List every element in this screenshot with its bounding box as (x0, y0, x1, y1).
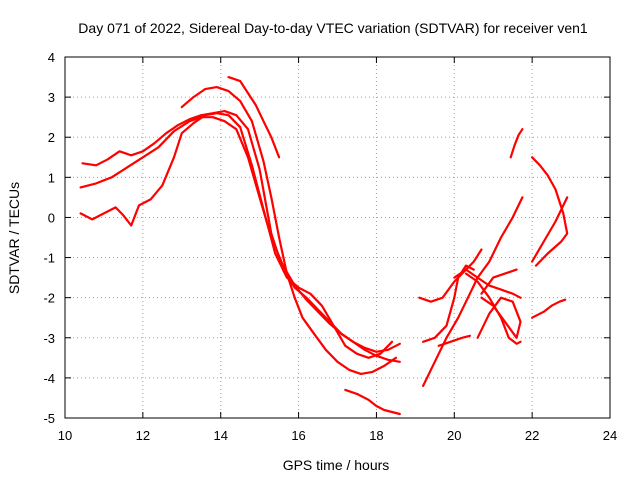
y-tick-label: -5 (43, 411, 55, 426)
series-s7 (418, 248, 483, 303)
y-axis-label: SDTVAR / TECUs (6, 182, 22, 294)
series-s17 (530, 196, 569, 263)
y-tick-label: 0 (48, 210, 55, 225)
y-tick-label: 1 (48, 170, 55, 185)
series-s15 (509, 128, 524, 159)
series-s9 (422, 264, 475, 343)
series-s6 (344, 388, 401, 416)
y-tick-label: -2 (43, 291, 55, 306)
x-tick-label: 12 (136, 428, 150, 443)
x-tick-label: 10 (58, 428, 72, 443)
y-tick-label: -4 (43, 371, 55, 386)
plot-frame (64, 56, 611, 419)
y-tick-label: 2 (48, 130, 55, 145)
series-s5 (227, 75, 281, 159)
chart-title: Day 071 of 2022, Sidereal Day-to-day VTE… (78, 20, 588, 36)
series-s8 (422, 196, 524, 387)
series-s2 (79, 116, 401, 363)
x-tick-label: 18 (369, 428, 383, 443)
y-tick-label: 4 (48, 50, 55, 65)
series-s4 (180, 85, 397, 375)
y-tick-label: 3 (48, 90, 55, 105)
series-s18 (530, 298, 567, 319)
data-traces (79, 75, 569, 416)
y-tick-label: -1 (43, 251, 55, 266)
series-s3 (79, 112, 394, 359)
grid-lines (65, 57, 610, 418)
series-s1 (81, 109, 401, 353)
series-s10 (437, 334, 471, 347)
series-s13 (480, 268, 518, 295)
x-tick-label: 20 (447, 428, 461, 443)
x-tick-label: 14 (213, 428, 227, 443)
axis-ticks (64, 56, 611, 419)
x-axis-label: GPS time / hours (283, 457, 390, 473)
x-tick-label: 22 (525, 428, 539, 443)
y-tick-label: -3 (43, 331, 55, 346)
series-s14 (476, 296, 522, 339)
x-tick-label: 24 (603, 428, 617, 443)
series-s16 (530, 156, 569, 267)
x-tick-label: 16 (291, 428, 305, 443)
series-s11 (453, 268, 522, 299)
